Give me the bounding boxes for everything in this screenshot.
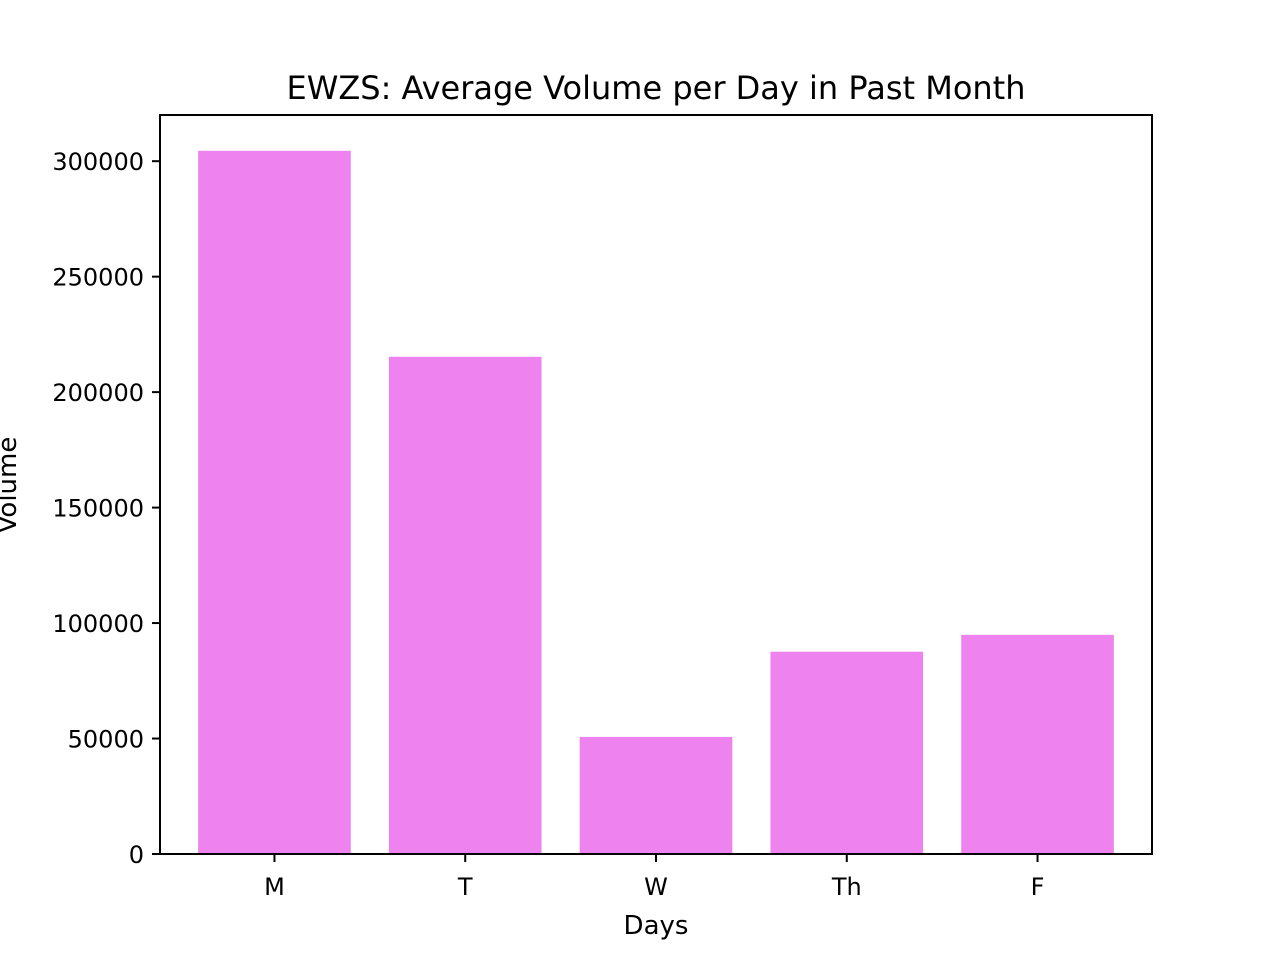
y-tick-label: 50000 [68,726,144,754]
y-tick-label: 300000 [52,148,144,176]
chart-title: EWZS: Average Volume per Day in Past Mon… [287,69,1026,107]
x-tick-label: T [457,873,473,901]
bar-f [961,634,1114,854]
bar-w [579,736,733,854]
y-tick-label: 200000 [52,379,144,407]
bars-layer [198,150,1114,855]
bar-m [198,150,351,855]
y-tick-label: 100000 [52,610,144,638]
x-tick-label: Th [831,873,862,901]
plot-frame [159,114,1153,855]
x-tick-label: M [264,873,285,901]
ticks-layer: M T W Th F 0 50000 100000 150000 200000 250000 3000… [52,148,1044,901]
bar-th [770,651,924,854]
x-tick-label: F [1031,873,1045,901]
y-tick-label: 250000 [52,264,144,292]
x-axis-label: Days [624,911,689,941]
y-tick-label: 150000 [52,495,144,523]
y-tick-label: 0 [129,841,144,869]
y-axis-label: Volume [0,437,23,534]
bar-t [388,356,542,854]
x-tick-label: W [644,873,668,901]
